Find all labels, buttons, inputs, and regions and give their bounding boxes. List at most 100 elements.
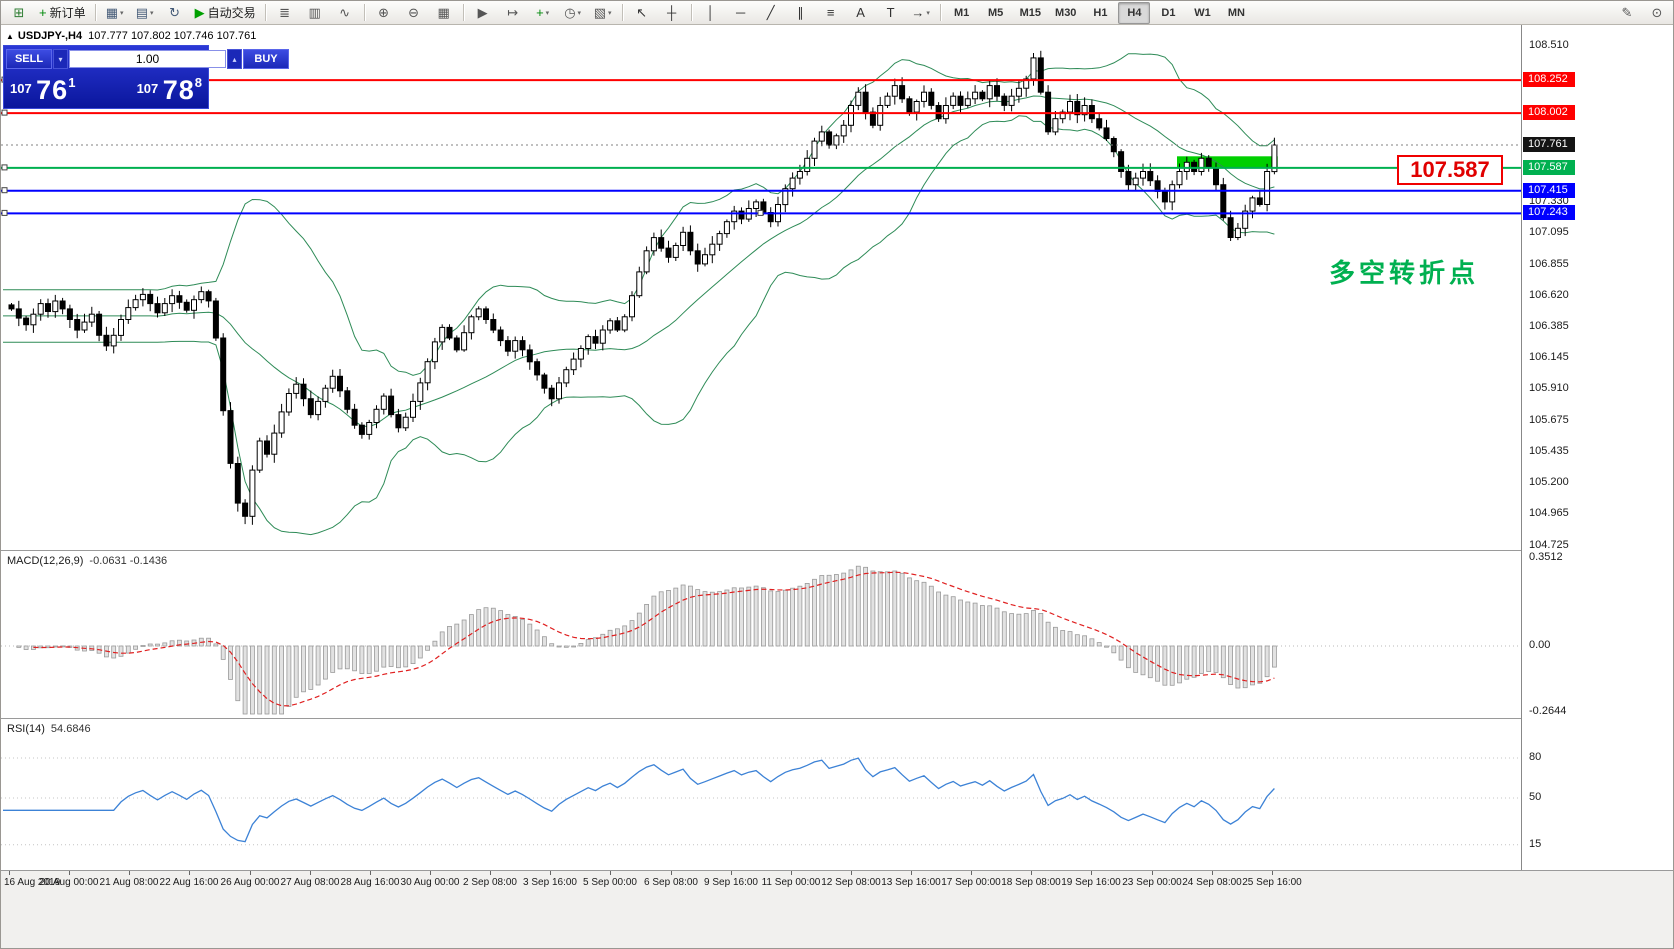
terminal-icon[interactable]: ⊞ (5, 2, 33, 24)
text-icon[interactable]: A (847, 2, 875, 24)
chart-shift-icon[interactable]: ↦ (499, 2, 527, 24)
toolbar-separator (363, 4, 365, 21)
price-chart[interactable] (1, 25, 1521, 550)
one-click-collapse-icon[interactable]: ▲ (6, 32, 14, 41)
timeframe-h4[interactable]: H4 (1118, 1, 1151, 24)
symbol-period-label: USDJPY-,H4 (17, 30, 83, 42)
toolbar-separator (939, 4, 941, 21)
cursor-icon[interactable]: ↖ (628, 2, 656, 24)
turning-point-annotation[interactable]: 多空转折点 (1329, 258, 1480, 288)
timeframe-w1[interactable]: W1 (1186, 2, 1218, 24)
tile-windows-icon[interactable]: ▦ (430, 2, 458, 24)
main-toolbar: ⊞ + 新订单 ▦ ▾ ▤ ▾ ↻ ▶ 自动交易 ≣ ▥ ∿ ⊕ ⊖ ▦ ▶ ↦ + ▾ ◷ ▾ ▧ ▾ ↖ ┼ │ ─ ╱ ∥ ≡ A T → ▾… (1, 1, 1673, 25)
timeframe-m1[interactable]: M1 (946, 2, 978, 24)
search-icon[interactable]: ⊙ (1643, 2, 1671, 24)
buy-button[interactable]: BUY (243, 49, 289, 69)
volume-input[interactable] (69, 50, 226, 68)
time-axis-label: 5 Sep 00:00 (583, 877, 637, 888)
price-tick-label: 105.910 (1529, 382, 1569, 394)
new-order-button[interactable]: + 新订单 (35, 2, 90, 24)
horizontal-lines[interactable] (1, 76, 1521, 216)
chart-shift-glyph: ↦ (507, 4, 519, 20)
buy-price-display[interactable]: 107 788 (137, 75, 202, 106)
time-axis-label: 13 Sep 16:00 (881, 877, 941, 888)
autotrading-button-label: 自动交易 (207, 6, 256, 20)
periods-icon[interactable]: ◷ ▾ (559, 2, 587, 24)
label-glyph: T (886, 5, 895, 20)
time-axis-label: 11 Sep 00:00 (761, 877, 821, 888)
channel-icon[interactable]: ∥ (787, 2, 815, 24)
rsi-line (3, 757, 1275, 843)
indicators-icon[interactable]: + ▾ (529, 2, 557, 24)
macd-panel[interactable] (1, 552, 1521, 718)
refresh-icon[interactable]: ↻ (161, 2, 189, 24)
label-icon[interactable]: T (877, 2, 905, 24)
dropdown-arrow-icon: ▾ (926, 9, 930, 17)
chart-symbol-line: ▲ USDJPY-,H4 107.777 107.802 107.746 107.7… (6, 30, 256, 42)
sell-dropdown-icon[interactable]: ▾ (53, 49, 68, 69)
timeframe-h4-label: H4 (1127, 6, 1142, 19)
time-tick (550, 871, 551, 875)
time-tick (1152, 871, 1153, 875)
rsi-panel[interactable] (1, 720, 1521, 870)
sell-price-display[interactable]: 107 761 (10, 75, 75, 106)
buy-price-prefix: 107 (136, 81, 159, 96)
timeframe-mn[interactable]: MN (1220, 2, 1252, 24)
time-axis-label: 3 Sep 16:00 (523, 877, 577, 888)
periods-glyph: ◷ (564, 4, 576, 20)
sell-price-big: 76 (36, 75, 69, 105)
panel-separator[interactable] (1, 718, 1673, 721)
time-tick (69, 871, 70, 875)
price-callout[interactable]: 107.587 (1397, 155, 1503, 185)
toolbar-separator (264, 4, 266, 21)
rsi-level-label: 50 (1529, 791, 1542, 803)
time-axis-label: 20 Aug 00:00 (39, 877, 99, 888)
time-tick (129, 871, 130, 875)
horizontal-line-icon[interactable]: ─ (727, 2, 755, 24)
sell-button[interactable]: SELL (6, 49, 52, 69)
time-axis-label: 22 Aug 16:00 (159, 877, 219, 888)
vertical-line-icon[interactable]: │ (697, 2, 725, 24)
toolbar-separator (621, 4, 623, 21)
zoom-in-icon[interactable]: ⊕ (370, 2, 398, 24)
time-axis-label: 30 Aug 00:00 (400, 877, 460, 888)
price-axis[interactable]: 108.510 107.330 107.095 106.855 106.620 106.3… (1521, 25, 1673, 870)
compose-icon[interactable]: ✎ (1613, 2, 1641, 24)
arrows-icon[interactable]: → ▾ (907, 2, 935, 24)
time-tick (1091, 871, 1092, 875)
timeframe-m30[interactable]: M30 (1049, 2, 1082, 24)
fibonacci-icon[interactable]: ≡ (817, 2, 845, 24)
dropdown-arrow-icon: ▾ (608, 9, 612, 17)
candlestick-chart-icon[interactable]: ▥ (301, 2, 329, 24)
price-tick-label: 107.330 (1529, 195, 1569, 207)
profiles-icon[interactable]: ▤ ▾ (131, 2, 159, 24)
candles-series (8, 50, 1278, 525)
timeframe-m15[interactable]: M15 (1014, 2, 1047, 24)
timeframe-h1-label: H1 (1093, 6, 1108, 19)
auto-scroll-icon[interactable]: ▶ (469, 2, 497, 24)
autotrading-button[interactable]: ▶ 自动交易 (191, 2, 260, 24)
bar-chart-icon[interactable]: ≣ (271, 2, 299, 24)
macd-values: -0.0631 -0.1436 (89, 555, 168, 567)
line-chart-icon[interactable]: ∿ (331, 2, 359, 24)
search-glyph: ⊙ (1651, 4, 1663, 20)
trendline-icon[interactable]: ╱ (757, 2, 785, 24)
timeframe-h1[interactable]: H1 (1084, 2, 1116, 24)
time-tick (1212, 871, 1213, 875)
volume-up-icon[interactable]: ▴ (227, 49, 242, 69)
time-axis-label: 27 Aug 08:00 (280, 877, 340, 888)
time-tick (971, 871, 972, 875)
crosshair-icon[interactable]: ┼ (658, 2, 686, 24)
macd-tick-label: 0.00 (1529, 639, 1551, 651)
new-chart-icon[interactable]: ▦ ▾ (101, 2, 129, 24)
panel-separator[interactable] (1, 550, 1673, 553)
fibonacci-glyph: ≡ (826, 5, 835, 20)
time-axis-label: 28 Aug 16:00 (340, 877, 400, 888)
trendline-glyph: ╱ (766, 4, 775, 20)
templates-icon[interactable]: ▧ ▾ (589, 2, 617, 24)
time-axis[interactable]: 16 Aug 2019 20 Aug 00:00 21 Aug 08:00 22 Au… (1, 870, 1673, 948)
timeframe-m5[interactable]: M5 (980, 2, 1012, 24)
timeframe-d1[interactable]: D1 (1152, 2, 1184, 24)
zoom-out-icon[interactable]: ⊖ (400, 2, 428, 24)
indicators-glyph: + (536, 5, 544, 20)
